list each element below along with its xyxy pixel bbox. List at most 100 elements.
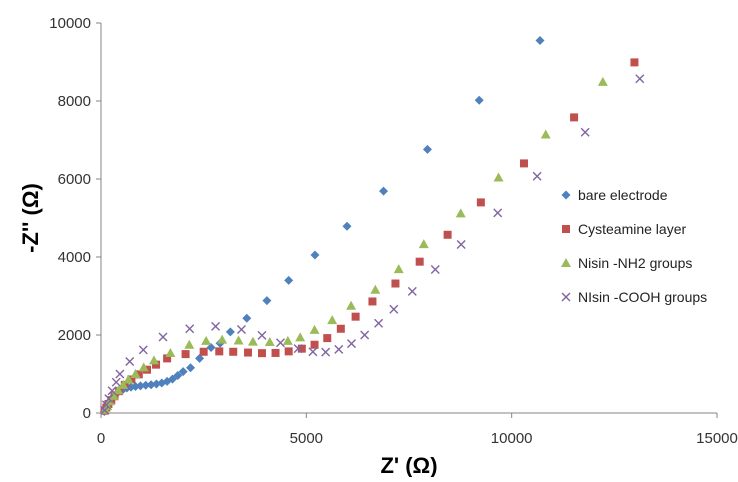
data-point [257,349,266,358]
data-point [271,348,280,357]
data-point [535,36,545,46]
data-point [158,332,168,342]
data-point [181,350,190,359]
data-point [257,330,267,340]
x-tick-label: 5000 [290,430,323,447]
series-1 [100,58,639,415]
legend-label: Nisin -NH2 groups [578,255,692,271]
data-point [347,339,357,349]
y-tick-label: 10000 [49,15,91,32]
data-point [173,371,183,381]
data-point [264,337,275,347]
data-point [519,159,528,168]
legend-label: bare electrode [578,187,668,203]
data-point [134,370,143,379]
data-point [474,95,484,105]
data-point [229,347,238,356]
data-point [201,335,212,345]
data-point [108,390,119,400]
data-point [293,344,303,354]
data-point [630,58,639,67]
data-point [323,334,332,343]
data-point [360,330,370,340]
y-tick-label: 6000 [58,171,91,188]
data-point [493,172,504,182]
legend-marker [561,190,571,200]
data-point [284,347,293,356]
data-point [310,250,320,260]
data-point [351,312,360,321]
series-3 [100,74,645,415]
axes [100,23,717,414]
data-point [368,297,377,306]
legend-marker [561,292,571,302]
data-point [215,347,224,356]
data-point [135,381,145,391]
data-point [233,335,244,345]
data-point [163,354,172,363]
y-axis-title: -Z'' (Ω) [18,183,43,253]
data-point [443,230,452,239]
data-point [123,374,134,384]
data-point [262,296,272,306]
legend-marker [561,258,571,267]
data-point [115,369,125,379]
y-tick-label: 2000 [58,327,91,344]
data-point [113,385,124,395]
data-point [100,405,110,415]
data-point [455,208,466,218]
data-point [244,348,253,357]
legend-label: NIsin -COOH groups [578,289,707,305]
y-tick-label: 8000 [58,93,91,110]
y-tick-label: 4000 [58,249,91,266]
data-point [242,313,252,323]
data-point [297,344,306,353]
x-tick-label: 10000 [491,430,533,447]
data-point [309,324,320,334]
data-point [393,264,404,274]
data-series [99,36,645,416]
legend-marker [562,225,570,233]
data-point [391,279,400,288]
data-point [282,335,293,345]
data-point [389,304,399,314]
x-axis-title: Z' (Ω) [380,453,437,477]
data-point [415,257,424,266]
data-point [152,360,161,369]
data-point [247,336,258,346]
data-point [295,332,306,342]
data-point [217,334,228,344]
data-point [186,363,196,373]
y-tick-label: 0 [83,405,91,422]
data-point [422,144,432,154]
data-point [456,240,466,250]
data-point [184,339,195,349]
data-point [374,318,384,328]
data-point [138,345,148,355]
data-point [195,353,205,363]
tick-labels: 0 2000 4000 6000 8000 10000 0 5000 10000 15000 [49,15,738,447]
data-point [127,375,136,384]
data-point [138,362,149,372]
data-point [206,342,216,352]
data-point [178,367,188,377]
data-point [336,324,345,333]
data-point [493,208,503,218]
data-point [635,74,645,84]
data-point [199,347,208,356]
data-point [185,324,195,334]
data-point [597,76,608,86]
data-point [111,377,121,387]
data-point [418,239,429,249]
data-point [308,347,318,357]
data-point [346,300,357,310]
data-point [532,171,542,181]
data-point [284,275,294,285]
data-point [310,340,319,349]
data-point [580,127,590,137]
data-point [370,284,381,294]
series-2 [100,76,608,414]
data-point [342,221,352,231]
data-point [379,186,389,196]
